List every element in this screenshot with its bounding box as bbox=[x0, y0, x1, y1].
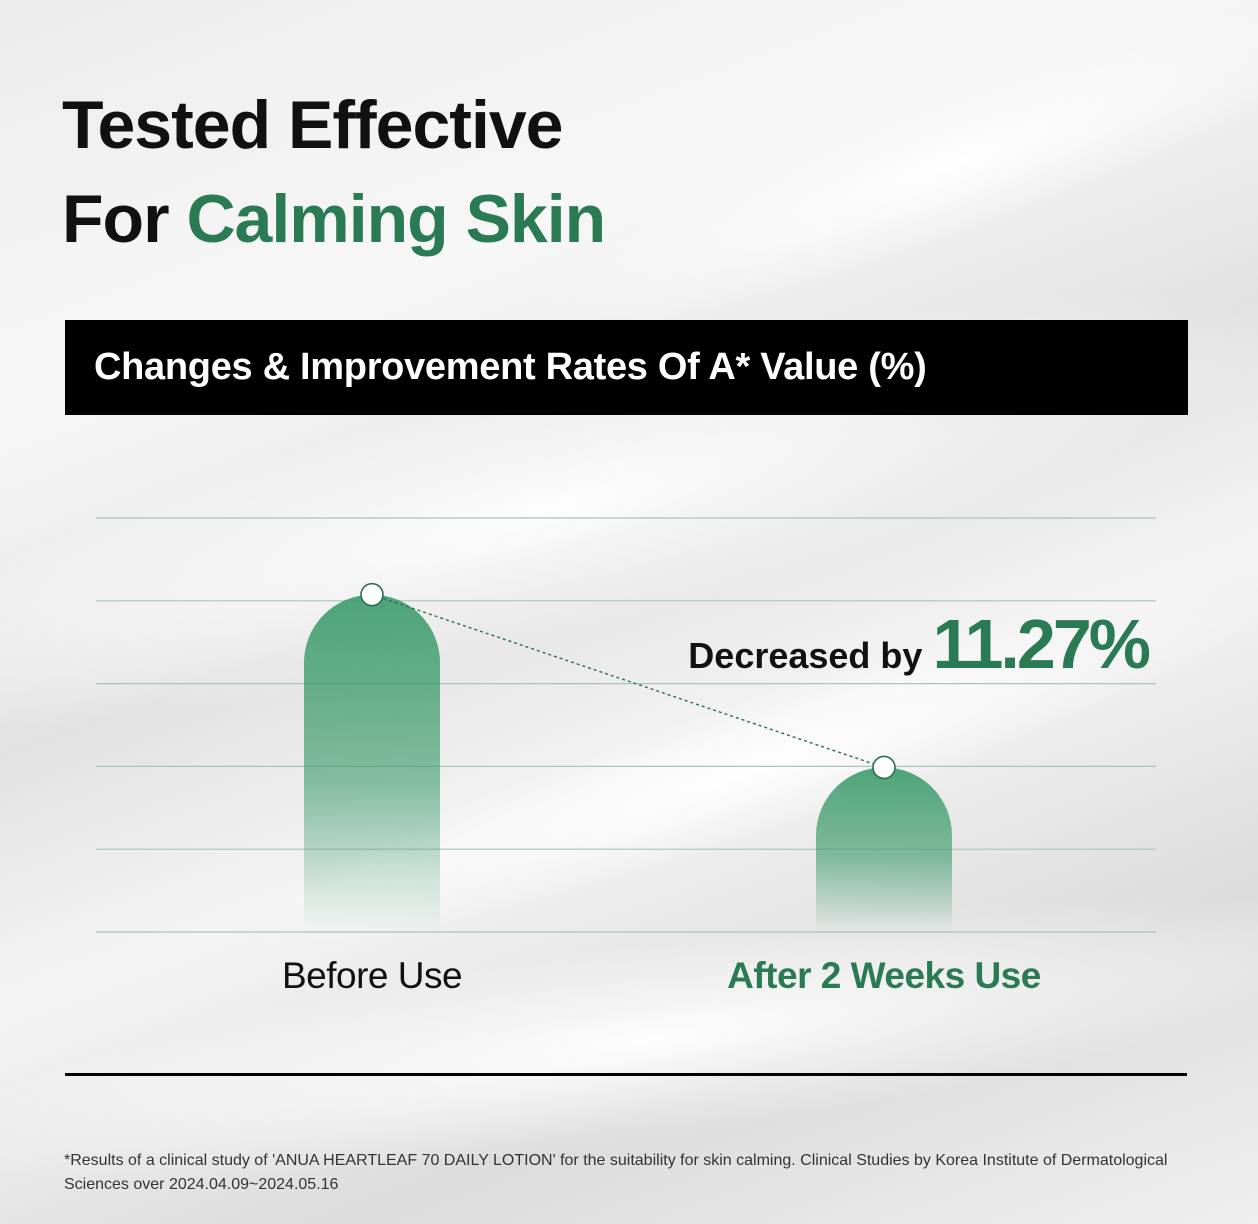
bar-chart bbox=[96, 517, 1156, 933]
title-line-2-prefix: For bbox=[62, 181, 187, 257]
decrease-annotation: Decreased by 11.27% bbox=[688, 604, 1151, 684]
bar-0 bbox=[304, 594, 440, 932]
decrease-label: Decreased by bbox=[688, 635, 923, 676]
data-point-1 bbox=[872, 755, 896, 780]
decrease-value: 11.27% bbox=[932, 605, 1151, 683]
title-line-2-accent: Calming Skin bbox=[186, 181, 606, 257]
category-label-before: Before Use bbox=[281, 955, 463, 996]
trend-line bbox=[371, 594, 885, 769]
bar-1 bbox=[816, 767, 952, 932]
page-title: Tested Effective For Calming Skin bbox=[62, 78, 606, 266]
category-label-after: After 2 Weeks Use bbox=[727, 955, 1041, 996]
data-point-0 bbox=[360, 582, 384, 607]
title-line-1: Tested Effective bbox=[62, 87, 563, 163]
footnote: *Results of a clinical study of 'ANUA HE… bbox=[64, 1152, 1168, 1193]
chart-gridlines bbox=[96, 517, 1156, 933]
chart-trend bbox=[360, 582, 896, 780]
chart-title: Changes & Improvement Rates Of A* Value … bbox=[94, 346, 927, 388]
chart-title-banner: Changes & Improvement Rates Of A* Value … bbox=[65, 320, 1188, 415]
divider bbox=[65, 1073, 1187, 1076]
chart-bars bbox=[304, 594, 952, 932]
